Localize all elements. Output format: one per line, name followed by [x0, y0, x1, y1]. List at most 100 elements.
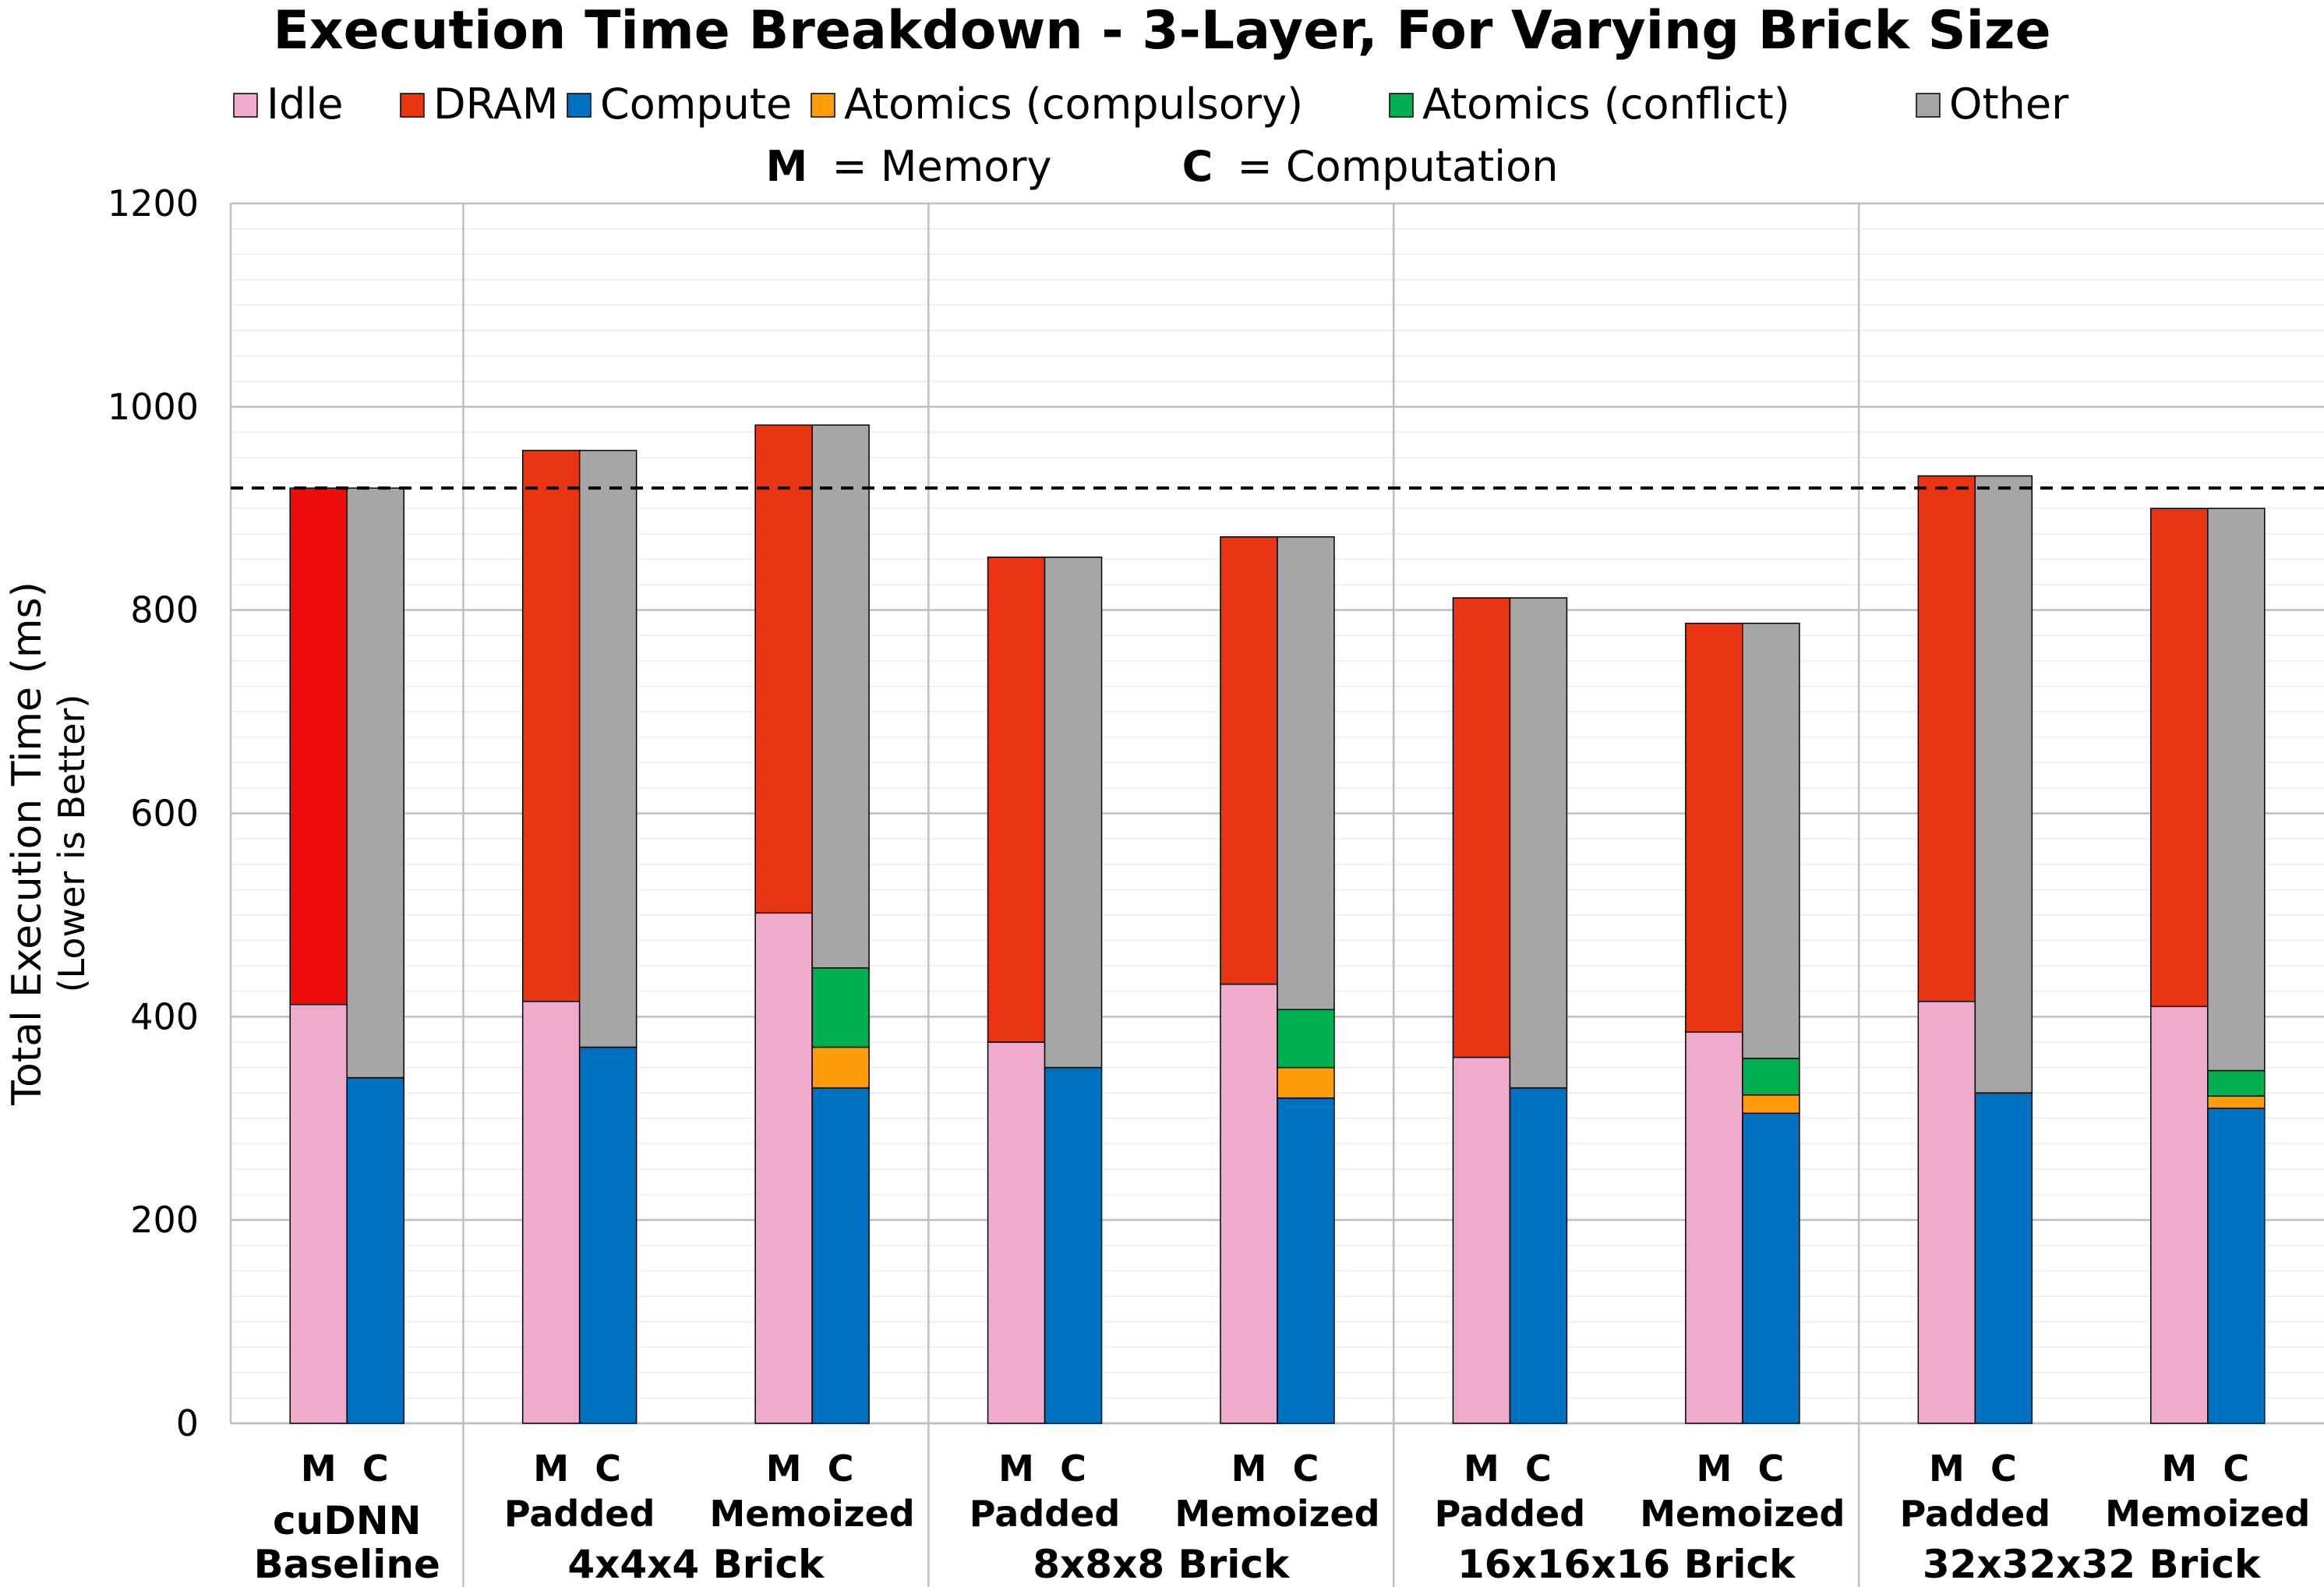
memory-bar-idle [754, 912, 813, 1424]
legend-swatch-other [1916, 93, 1941, 118]
bars [289, 424, 2266, 1424]
memory-bar-dram [754, 424, 813, 914]
memory-bar-label: M [998, 1447, 1034, 1490]
legend-swatch-idle [233, 93, 258, 118]
memory-text: = Memory [832, 142, 1051, 191]
memory-bar-dram [987, 557, 1046, 1043]
computation-bar-label: C [828, 1447, 854, 1490]
computation-bar-compute [2207, 1107, 2266, 1424]
variant-label: Padded [1900, 1493, 2051, 1535]
computation-key: C [1182, 142, 1213, 191]
computation-bar-atomics-conflict [1277, 1009, 1335, 1069]
memory-bar-idle [987, 1041, 1046, 1424]
computation-bar-compute [811, 1087, 870, 1424]
legend-label-atomics-compulsory: Atomics (compulsory) [844, 80, 1303, 129]
memory-bar-idle [1917, 1001, 1976, 1424]
computation-bar-compute [1974, 1092, 2033, 1424]
memory-bar-label: M [1929, 1447, 1965, 1490]
memory-bar-label: M [1696, 1447, 1732, 1490]
computation-bar-compute [1742, 1112, 1800, 1424]
y-tick-label: 600 [130, 793, 199, 835]
memory-bar-dram [1685, 622, 1743, 1033]
computation-bar-label: C [1293, 1447, 1319, 1490]
y-axis-sublabel: (Lower is Better) [51, 695, 93, 993]
computation-bar-label: C [1525, 1447, 1552, 1490]
computation-bar-atomics-compulsory [1742, 1094, 1800, 1114]
variant-label: Memoized [1640, 1493, 1845, 1535]
computation-bar-other [811, 424, 870, 969]
computation-bar-other [1509, 597, 1568, 1089]
legend-label-atomics-conflict: Atomics (conflict) [1422, 80, 1790, 129]
variant-label: Memoized [2105, 1493, 2310, 1535]
computation-bar-other [1277, 536, 1335, 1010]
computation-bar-compute [1277, 1097, 1335, 1424]
y-axis-label: Total Execution Time (ms) [4, 581, 51, 1106]
computation-text: = Computation [1237, 142, 1558, 191]
group-label: 8x8x8 Brick [1033, 1542, 1291, 1587]
computation-bar-atomics-compulsory [811, 1046, 870, 1089]
computation-bar-other [1742, 622, 1800, 1059]
memory-bar-idle [1220, 983, 1278, 1424]
computation-bar-label: C [1758, 1447, 1785, 1490]
y-axis-ticks: 0 200 400 600 800 1000 1200 [108, 182, 199, 1444]
memory-bar-label: M [301, 1447, 337, 1490]
memory-bar-idle [1452, 1056, 1511, 1424]
computation-bar-label: C [362, 1447, 389, 1490]
group-label: Baseline [254, 1542, 440, 1587]
y-tick-label: 800 [130, 589, 199, 631]
y-tick-label: 400 [130, 995, 199, 1037]
memory-bar-label: M [533, 1447, 569, 1490]
computation-bar-label: C [1060, 1447, 1086, 1490]
computation-bar-atomics-compulsory [1277, 1066, 1335, 1099]
computation-bar-atomics-compulsory [2207, 1095, 2266, 1109]
computation-bar-other [1974, 475, 2033, 1094]
legend-label-compute: Compute [600, 80, 792, 129]
y-tick-label: 200 [130, 1199, 199, 1241]
computation-bar-compute [1044, 1066, 1103, 1424]
memory-bar-idle [289, 1003, 348, 1424]
memory-bar-dram [2150, 507, 2209, 1008]
computation-bar-other [1044, 557, 1103, 1069]
variant-label: Memoized [710, 1493, 915, 1535]
variant-label: Padded [504, 1493, 655, 1535]
group-label: cuDNN [273, 1498, 421, 1543]
y-tick-label: 1200 [108, 182, 199, 224]
computation-bar-atomics-conflict [1742, 1058, 1800, 1096]
computation-bar-atomics-conflict [2207, 1069, 2266, 1097]
chart-title: Execution Time Breakdown - 3-Layer, For … [273, 0, 2050, 62]
legend: Idle DRAM Compute Atomics (compulsory) Atomi… [233, 80, 2069, 129]
variant-label: Padded [1435, 1493, 1586, 1535]
memory-bar-dram [1220, 536, 1278, 985]
legend-note: M = Memory C = Computation [766, 142, 1559, 191]
y-tick-label: 1000 [108, 386, 199, 428]
computation-bar-compute [1509, 1087, 1568, 1424]
legend-swatch-dram [400, 93, 425, 118]
computation-bar-label: C [1990, 1447, 2017, 1490]
computation-bar-label: C [595, 1447, 621, 1490]
variant-label: Padded [970, 1493, 1121, 1535]
memory-bar-idle [521, 1001, 581, 1424]
memory-bar-label: M [2161, 1447, 2197, 1490]
y-tick-label: 0 [176, 1402, 199, 1444]
memory-bar-label: M [766, 1447, 802, 1490]
computation-bar-compute [578, 1046, 638, 1424]
memory-bar-idle [1685, 1031, 1743, 1424]
legend-swatch-compute [567, 93, 592, 118]
memory-bar-dram [289, 487, 348, 1006]
memory-key: M [766, 142, 808, 191]
computation-bar-atomics-conflict [811, 967, 870, 1048]
legend-label-other: Other [1949, 80, 2069, 129]
variant-label: Memoized [1174, 1493, 1379, 1535]
legend-label-dram: DRAM [433, 80, 558, 129]
memory-bar-label: M [1231, 1447, 1267, 1490]
legend-label-idle: Idle [267, 80, 343, 129]
computation-bar-other [578, 450, 638, 1048]
legend-swatch-atomics-compulsory [811, 93, 835, 118]
memory-bar-label: M [1464, 1447, 1499, 1490]
group-label: 32x32x32 Brick [1923, 1542, 2262, 1587]
memory-bar-dram [1917, 475, 1976, 1002]
memory-bar-dram [1452, 597, 1511, 1059]
memory-bar-dram [521, 450, 581, 1002]
